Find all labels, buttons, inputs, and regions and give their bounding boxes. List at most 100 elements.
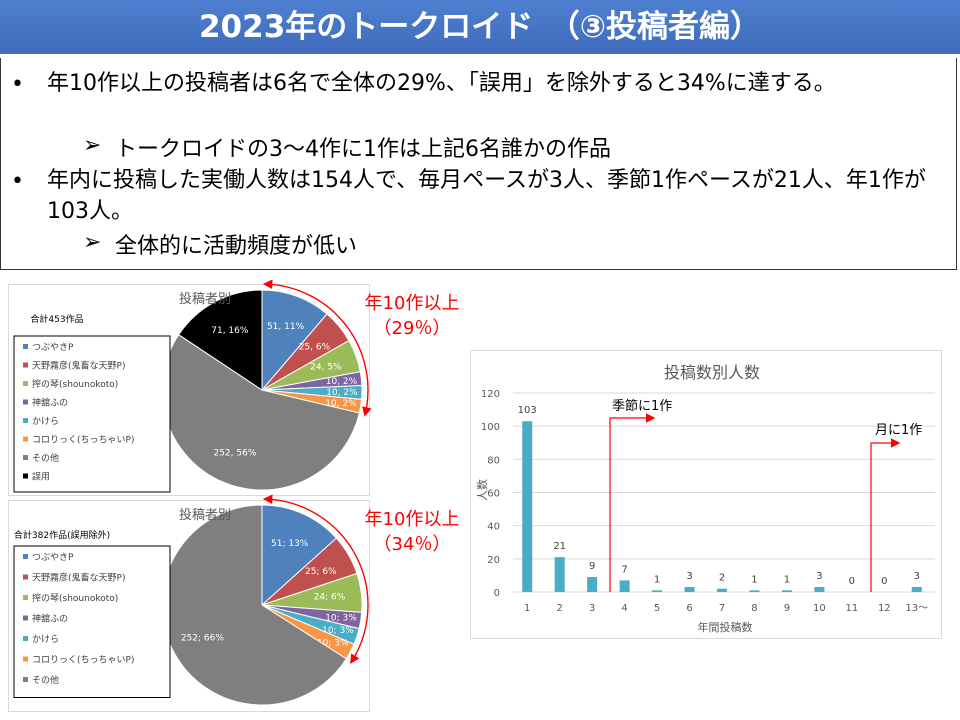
- legend-swatch: [23, 381, 28, 386]
- pie-data-label: 10, 2%: [325, 399, 357, 409]
- legend-label: コロりっく(ちっちゃいP): [32, 435, 134, 446]
- pie-data-label: 252, 56%: [213, 448, 256, 458]
- legend-box: [13, 545, 171, 698]
- legend-label: 神舘ふの: [32, 397, 68, 409]
- x-tick-label: 3: [589, 603, 595, 614]
- y-tick-label: 100: [481, 422, 500, 433]
- legend-label: かけら: [32, 416, 59, 427]
- pie-data-label: 252; 66%: [181, 634, 225, 644]
- pie-data-label: 10; 3%: [322, 626, 354, 636]
- bar-chart-frame: [470, 350, 942, 639]
- y-axis-label: 人数: [476, 479, 489, 501]
- legend-label: コロりっく(ちっちゃいP): [32, 655, 134, 666]
- bar: [717, 588, 727, 592]
- x-tick-label: 10: [813, 603, 826, 614]
- legend-label: つぶやきP: [32, 552, 74, 563]
- y-tick-label: 20: [487, 555, 500, 566]
- pie-data-label: 10; 3%: [317, 638, 349, 648]
- legend-swatch: [23, 473, 28, 479]
- bar: [911, 587, 922, 592]
- pie-slice: [177, 289, 263, 391]
- y-tick-label: 60: [487, 489, 500, 500]
- annotation-label: （29％）: [374, 318, 451, 339]
- legend-label: かけら: [32, 634, 59, 645]
- x-tick-label: 9: [784, 603, 790, 614]
- sub-arrow-icon: ➢: [83, 133, 102, 158]
- annotation-arc: [270, 283, 372, 417]
- x-tick-label: 13～: [905, 603, 928, 614]
- bar-data-label: 3: [914, 571, 920, 582]
- bullet-box: • 年10作以上の投稿者は6名で全体の29%、「誤用」を除外すると34%に達する…: [0, 58, 957, 270]
- pie-slice: [261, 504, 338, 607]
- legend-swatch: [23, 615, 28, 621]
- bar-data-label: 2: [719, 573, 725, 584]
- sub-bullet-2: 全体的に活動頻度が低い: [115, 234, 358, 259]
- annotation-label: 季節に1作: [612, 399, 672, 414]
- annotation-label: 年10作以上: [365, 509, 460, 530]
- y-tick-label: 80: [487, 455, 500, 466]
- bar-data-label: 1: [751, 574, 757, 585]
- annotation-label: （34％）: [374, 534, 451, 555]
- pie-slice: [261, 289, 328, 392]
- bar: [684, 587, 695, 592]
- x-axis-label: 年間投稿数: [698, 620, 753, 634]
- pie-data-label: 25, 6%: [299, 343, 331, 353]
- legend-label: 搾の琴(shounokoto): [32, 378, 118, 390]
- annotation-label: 月に1作: [875, 423, 922, 438]
- y-tick-label: 40: [487, 522, 500, 533]
- legend-swatch: [23, 656, 28, 662]
- pie-data-label: 51; 13%: [271, 539, 309, 549]
- bar-data-label: 0: [849, 576, 855, 587]
- bar-data-label: 1: [784, 574, 790, 585]
- x-tick-label: 6: [686, 603, 692, 614]
- sub-bullet-1: トークロイドの3～4作に1作は上記6名誰かの作品: [115, 137, 611, 162]
- pie-title: 投稿者別: [179, 507, 231, 523]
- legend-label: 神舘ふの: [32, 613, 68, 625]
- legend-label: 誤用: [32, 471, 50, 483]
- bar-data-label: 3: [816, 571, 822, 582]
- bar: [554, 557, 565, 592]
- bar: [522, 421, 533, 592]
- legend-swatch: [23, 595, 28, 600]
- x-tick-label: 7: [719, 603, 725, 614]
- legend-box: [13, 335, 171, 493]
- bar-chart-title: 投稿数別人数: [664, 363, 760, 382]
- bullet-1: 年10作以上の投稿者は6名で全体の29%、「誤用」を除外すると34%に達する。: [47, 71, 836, 96]
- legend-swatch: [23, 362, 28, 368]
- pie-data-label: 24, 5%: [310, 363, 342, 373]
- legend-label: 搾の琴(shounokoto): [32, 592, 118, 604]
- x-tick-label: 11: [845, 603, 858, 614]
- bullet-2: 年内に投稿した実働人数は154人で、毎月ペースが3人、季節1作ペースが21人、年…: [47, 168, 926, 224]
- slide-title: 2023年のトークロイド （③投稿者編）: [0, 0, 960, 54]
- x-tick-label: 5: [654, 603, 660, 614]
- bar-data-label: 3: [686, 571, 692, 582]
- x-tick-label: 4: [621, 603, 627, 614]
- x-tick-label: 12: [878, 603, 891, 614]
- legend-label: 天野霧彦(鬼畜な天野P): [32, 360, 125, 372]
- bar: [749, 590, 760, 592]
- legend-label: つぶやきP: [32, 342, 74, 353]
- bar-data-label: 9: [589, 561, 595, 572]
- bar-data-label: 21: [553, 541, 566, 552]
- legend-swatch: [23, 574, 28, 580]
- y-tick-label: 120: [481, 389, 500, 400]
- pie-subtitle: 合計382作品(誤用除外): [14, 529, 110, 541]
- annotation-arrow: [870, 438, 901, 592]
- legend-label: 天野霧彦(鬼畜な天野P): [32, 572, 125, 584]
- pie-data-label: 51, 11%: [267, 322, 305, 332]
- pie-subtitle: 合計453作品: [30, 313, 83, 325]
- bullet-dot: •: [11, 169, 24, 194]
- bar-data-label: 1: [654, 574, 660, 585]
- x-tick-label: 2: [557, 603, 563, 614]
- pie-data-label: 25; 6%: [305, 567, 337, 577]
- pie-data-label: 24; 6%: [314, 593, 346, 603]
- pie-data-label: 10, 2%: [326, 388, 358, 398]
- bar: [814, 587, 825, 592]
- annotation-arrow: [609, 413, 656, 592]
- bar: [619, 580, 630, 592]
- pie-slice: [161, 504, 348, 706]
- bar: [587, 577, 598, 592]
- legend-label: その他: [32, 674, 59, 686]
- annotation-label: 年10作以上: [365, 293, 460, 314]
